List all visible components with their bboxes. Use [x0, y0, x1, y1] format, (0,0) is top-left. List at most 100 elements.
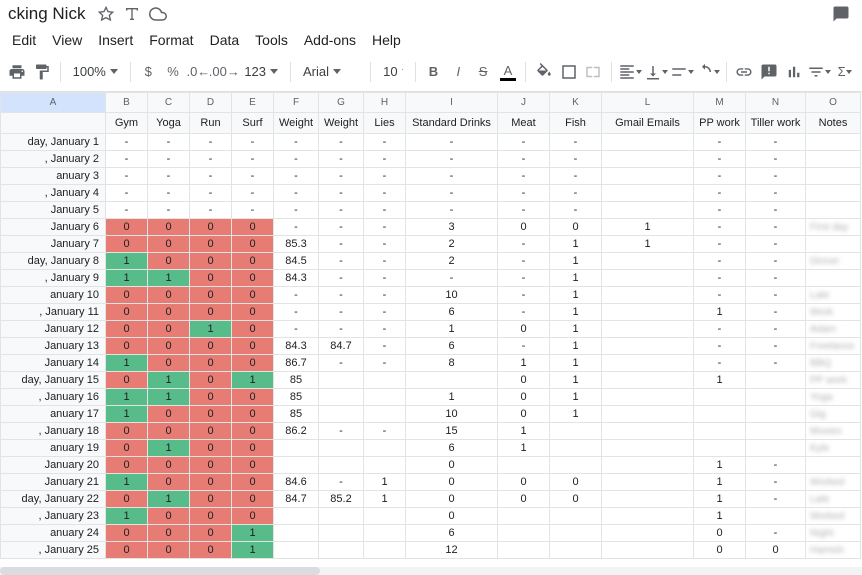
cell[interactable]: 1 [106, 355, 148, 372]
cell[interactable] [806, 168, 861, 185]
cell[interactable]: - [364, 338, 406, 355]
cell[interactable]: 1 [406, 321, 498, 338]
cell[interactable]: 0 [694, 542, 746, 559]
cell[interactable]: 0 [406, 491, 498, 508]
date-cell[interactable]: day, January 1 [1, 134, 106, 151]
cell[interactable]: - [746, 253, 806, 270]
table-row[interactable]: , January 16110085101Yoga [1, 389, 861, 406]
col-letter[interactable]: G [319, 93, 364, 113]
col-header[interactable]: Notes [806, 113, 861, 134]
cell[interactable]: - [274, 168, 319, 185]
cell[interactable] [319, 457, 364, 474]
cell[interactable]: - [364, 287, 406, 304]
cell[interactable]: Movies [806, 423, 861, 440]
cell[interactable]: - [694, 355, 746, 372]
cell[interactable]: Worked [806, 508, 861, 525]
cell[interactable]: - [106, 134, 148, 151]
cell[interactable]: 1 [498, 440, 550, 457]
cell[interactable]: 1 [106, 474, 148, 491]
functions-icon[interactable]: Σ [833, 60, 856, 84]
cell[interactable]: 0 [746, 542, 806, 559]
col-header[interactable]: Surf [232, 113, 274, 134]
cell[interactable]: 0 [106, 338, 148, 355]
cell[interactable] [498, 542, 550, 559]
cell[interactable] [602, 474, 694, 491]
cell[interactable]: - [694, 270, 746, 287]
cell[interactable]: 0 [148, 423, 190, 440]
date-cell[interactable]: , January 25 [1, 542, 106, 559]
table-row[interactable]: anuary 24000160-Night [1, 525, 861, 542]
cell[interactable]: 0 [190, 389, 232, 406]
cell[interactable]: 0 [190, 525, 232, 542]
cell[interactable]: 0 [232, 389, 274, 406]
table-row[interactable]: , January 23100001Worked [1, 508, 861, 525]
cell[interactable]: - [746, 151, 806, 168]
cell[interactable] [364, 389, 406, 406]
cell[interactable]: - [319, 202, 364, 219]
cell[interactable]: 1 [148, 491, 190, 508]
cell[interactable]: Hamish [806, 542, 861, 559]
cell[interactable]: 1 [148, 372, 190, 389]
cell[interactable]: 1 [694, 474, 746, 491]
cell[interactable] [550, 457, 602, 474]
cell[interactable]: 0 [232, 440, 274, 457]
col-letter[interactable]: B [106, 93, 148, 113]
cell[interactable]: - [106, 168, 148, 185]
menu-addons[interactable]: Add-ons [296, 30, 364, 50]
date-cell[interactable]: anuary 24 [1, 525, 106, 542]
cell[interactable] [498, 525, 550, 542]
cell[interactable]: 0 [148, 304, 190, 321]
cell[interactable]: 1 [550, 355, 602, 372]
cell[interactable]: 1 [694, 372, 746, 389]
date-cell[interactable]: , January 2 [1, 151, 106, 168]
menu-insert[interactable]: Insert [90, 30, 141, 50]
cell[interactable]: 0 [498, 372, 550, 389]
cell[interactable]: 0 [106, 491, 148, 508]
borders-icon[interactable] [557, 60, 580, 84]
cell[interactable]: 0 [106, 304, 148, 321]
cell[interactable]: - [498, 134, 550, 151]
cell[interactable]: - [406, 134, 498, 151]
cell[interactable] [602, 423, 694, 440]
col-letter[interactable]: F [274, 93, 319, 113]
insert-comment-icon[interactable] [758, 60, 781, 84]
cell[interactable]: 1 [498, 423, 550, 440]
menu-data[interactable]: Data [202, 30, 248, 50]
cell[interactable]: 0 [190, 372, 232, 389]
date-cell[interactable]: day, January 22 [1, 491, 106, 508]
cell[interactable]: - [550, 134, 602, 151]
cell[interactable]: - [746, 525, 806, 542]
cell[interactable]: - [319, 134, 364, 151]
cell[interactable] [602, 355, 694, 372]
col-letter[interactable]: E [232, 93, 274, 113]
date-cell[interactable]: anuary 19 [1, 440, 106, 457]
strikethrough-icon[interactable]: S [472, 60, 495, 84]
cell[interactable]: - [319, 185, 364, 202]
cell[interactable] [364, 440, 406, 457]
cell[interactable]: 0 [232, 270, 274, 287]
cell[interactable]: - [106, 185, 148, 202]
table-row[interactable]: anuary 19010061Kyle [1, 440, 861, 457]
cell[interactable]: - [319, 168, 364, 185]
cell[interactable]: 0 [148, 219, 190, 236]
cell[interactable]: - [190, 185, 232, 202]
cell[interactable]: - [364, 151, 406, 168]
cell[interactable]: 0 [106, 219, 148, 236]
cell[interactable]: - [274, 219, 319, 236]
table-row[interactable]: January 7000085.3--2-11-- [1, 236, 861, 253]
cell[interactable]: - [148, 168, 190, 185]
cell[interactable]: - [694, 219, 746, 236]
col-header[interactable]: Standard Drinks [406, 113, 498, 134]
cell[interactable]: - [364, 168, 406, 185]
cell[interactable]: 0 [148, 525, 190, 542]
cell[interactable]: - [364, 270, 406, 287]
col-header[interactable]: Weight [319, 113, 364, 134]
cell[interactable]: 0 [190, 423, 232, 440]
table-row[interactable]: day, January 22010084.785.210001-Late [1, 491, 861, 508]
cell[interactable]: - [498, 338, 550, 355]
paint-format-icon[interactable] [31, 60, 54, 84]
cell[interactable]: 0 [232, 474, 274, 491]
cell[interactable]: 0 [190, 287, 232, 304]
cell[interactable]: - [319, 287, 364, 304]
cell[interactable]: 0 [190, 219, 232, 236]
